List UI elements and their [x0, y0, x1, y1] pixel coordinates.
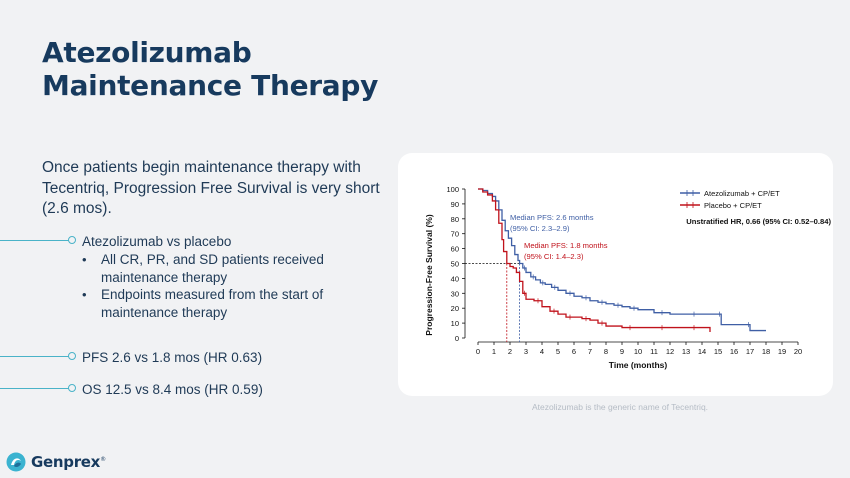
x-tick-label: 6: [572, 347, 576, 356]
sub-bullet-item: Endpoints measured from the start of mai…: [82, 286, 352, 321]
slide-title-line1: Atezolizumab: [42, 36, 252, 69]
x-tick-label: 12: [666, 347, 674, 356]
hazard-ratio-label: Unstratified HR, 0.66 (95% CI: 0.52–0.84…: [686, 217, 831, 226]
x-tick-label: 11: [650, 347, 658, 356]
connector-dot-1: [68, 236, 76, 244]
x-tick-label: 7: [588, 347, 592, 356]
x-tick-label: 17: [746, 347, 754, 356]
connector-dot-2: [68, 352, 76, 360]
x-tick-label: 19: [778, 347, 786, 356]
x-tick-label: 14: [698, 347, 706, 356]
y-axis-label: Progression-Free Survival (%): [424, 214, 434, 336]
genprex-logo: Genprex®: [6, 452, 106, 472]
x-tick-label: 13: [682, 347, 690, 356]
chart-legend: Atezolizumab + CP/ET Placebo + CP/ET: [680, 189, 780, 210]
logo-wordmark: Genprex: [31, 453, 101, 471]
legend-label-placebo: Placebo + CP/ET: [704, 201, 762, 210]
logo-text: Genprex®: [31, 453, 106, 471]
connector-dot-3: [68, 384, 76, 392]
bullet-atezo-vs-placebo: Atezolizumab vs placebo: [82, 234, 232, 249]
bullet-pfs: PFS 2.6 vs 1.8 mos (HR 0.63): [82, 350, 263, 365]
sub-bullet-item: All CR, PR, and SD patients received mai…: [82, 251, 352, 286]
chart-axes: [464, 189, 798, 343]
median-guides: [465, 263, 520, 342]
x-tick-label: 15: [714, 347, 722, 356]
legend-label-atezolizumab: Atezolizumab + CP/ET: [704, 189, 780, 198]
x-tick-label: 20: [794, 347, 802, 356]
x-tick-label: 1: [492, 347, 496, 356]
intro-paragraph: Once patients begin maintenance therapy …: [42, 159, 380, 217]
connector-line-3: [0, 388, 72, 389]
x-tick-label: 4: [540, 347, 544, 356]
x-tick-label: 2: [508, 347, 512, 356]
logo-trademark: ®: [100, 456, 106, 463]
genprex-logo-icon: [6, 452, 26, 472]
y-tick-label: 0: [455, 334, 459, 343]
y-tick-label: 30: [451, 289, 459, 298]
y-tick-label: 100: [446, 185, 459, 194]
x-tick-label: 16: [730, 347, 738, 356]
sub-bullet-list: All CR, PR, and SD patients received mai…: [82, 251, 352, 321]
x-tick-label: 5: [556, 347, 560, 356]
x-tick-label: 8: [604, 347, 608, 356]
annotation-atezo-median: Median PFS: 2.6 months: [510, 213, 594, 222]
y-tick-label: 40: [451, 274, 459, 283]
survival-curves: [478, 188, 766, 333]
annotation-placebo-ci: (95% CI: 1.4–2.3): [524, 252, 584, 261]
curve-atezolizumab: [478, 188, 766, 332]
annotation-placebo-median: Median PFS: 1.8 months: [524, 241, 608, 250]
y-tick-label: 90: [451, 200, 459, 209]
x-tick-label: 10: [634, 347, 642, 356]
y-tick-label: 50: [451, 260, 459, 269]
bullet-os: OS 12.5 vs 8.4 mos (HR 0.59): [82, 382, 263, 397]
x-tick-label: 9: [620, 347, 624, 356]
y-tick-label: 60: [451, 245, 459, 254]
y-tick-label: 10: [451, 319, 459, 328]
y-tick-label: 80: [451, 215, 459, 224]
curve-placebo: [478, 188, 711, 333]
slide-title-line2: Maintenance Therapy: [42, 69, 379, 102]
x-axis-label: Time (months): [609, 360, 668, 370]
x-tick-label: 3: [524, 347, 528, 356]
footnote: Atezolizumab is the generic name of Tece…: [531, 402, 709, 412]
chart-card: [398, 153, 833, 396]
x-tick-label: 0: [476, 347, 480, 356]
slide-title: Atezolizumab Maintenance Therapy: [42, 36, 378, 102]
annotation-atezo-ci: (95% CI: 2.3–2.9): [510, 224, 570, 233]
connector-line-2: [0, 356, 72, 357]
y-tick-label: 70: [451, 230, 459, 239]
y-tick-label: 20: [451, 304, 459, 313]
connector-line-1: [0, 240, 72, 241]
x-tick-label: 18: [762, 347, 770, 356]
